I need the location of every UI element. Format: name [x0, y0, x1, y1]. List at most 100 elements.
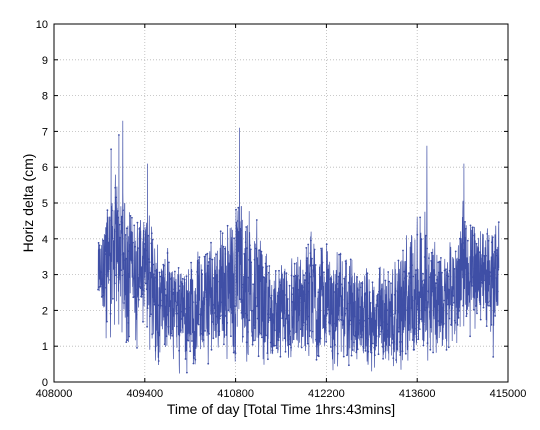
- data-point: [324, 319, 327, 322]
- data-point: [186, 371, 188, 374]
- data-point: [243, 253, 246, 255]
- data-point: [315, 358, 318, 361]
- data-point: [465, 227, 467, 230]
- data-point: [267, 358, 269, 361]
- data-point: [152, 273, 155, 276]
- data-point: [130, 258, 132, 261]
- data-point: [348, 364, 350, 367]
- data-point: [289, 338, 292, 340]
- data-point: [330, 313, 333, 315]
- data-point: [129, 215, 132, 217]
- data-point: [311, 330, 314, 333]
- data-point: [168, 293, 171, 295]
- data-point: [319, 293, 322, 296]
- data-point: [386, 333, 389, 336]
- data-point: [250, 261, 253, 264]
- data-point: [375, 344, 378, 347]
- data-point: [483, 255, 486, 257]
- data-point: [496, 249, 498, 251]
- data-point: [393, 293, 396, 296]
- data-point: [419, 296, 422, 299]
- data-point: [395, 359, 397, 361]
- data-point: [381, 345, 384, 348]
- data-point: [127, 286, 130, 289]
- data-point: [297, 275, 299, 277]
- data-point: [137, 247, 139, 250]
- data-point: [278, 291, 281, 293]
- data-point: [363, 306, 366, 308]
- data-point: [365, 273, 368, 276]
- data-point: [199, 333, 202, 335]
- data-point: [361, 329, 364, 332]
- data-point: [308, 282, 310, 284]
- data-point: [455, 276, 458, 278]
- data-point: [230, 308, 233, 311]
- data-point: [290, 274, 293, 277]
- data-point: [468, 282, 471, 284]
- data-point: [405, 272, 408, 275]
- data-point: [169, 300, 172, 302]
- data-point: [151, 238, 154, 241]
- y-tick-label: 4: [42, 234, 48, 246]
- data-point: [307, 315, 310, 318]
- data-point: [378, 267, 381, 270]
- data-point: [159, 275, 162, 278]
- data-point: [305, 247, 308, 249]
- data-point: [349, 258, 352, 261]
- data-point: [431, 290, 433, 293]
- data-point: [114, 196, 117, 199]
- data-point: [405, 275, 408, 277]
- data-point: [437, 261, 440, 264]
- data-point: [168, 261, 170, 264]
- data-point: [497, 268, 500, 271]
- data-point: [318, 308, 321, 311]
- data-point: [342, 355, 345, 358]
- data-point: [424, 309, 427, 312]
- data-point: [411, 339, 414, 341]
- data-point: [300, 346, 303, 349]
- data-point: [373, 346, 376, 349]
- data-point: [274, 270, 277, 272]
- y-tick-label: 10: [36, 19, 48, 31]
- data-point: [143, 243, 146, 245]
- data-point: [175, 312, 178, 315]
- data-point: [230, 335, 232, 338]
- data-point: [291, 293, 293, 296]
- data-point: [154, 270, 156, 272]
- data-point: [453, 319, 456, 322]
- data-point: [404, 352, 407, 355]
- data-point: [118, 236, 121, 239]
- data-point: [426, 247, 428, 250]
- data-point: [193, 357, 195, 359]
- data-point: [368, 315, 371, 317]
- data-point: [287, 314, 290, 317]
- data-point: [147, 278, 150, 280]
- data-point: [220, 286, 223, 289]
- data-point: [145, 249, 148, 252]
- data-point: [486, 233, 489, 235]
- data-point: [409, 266, 412, 269]
- data-point: [296, 278, 299, 281]
- data-point: [341, 323, 344, 326]
- data-point: [382, 357, 384, 360]
- data-point: [176, 301, 179, 304]
- data-point: [184, 358, 187, 360]
- data-point: [350, 354, 353, 357]
- data-point: [292, 275, 295, 278]
- x-tick-label: 409400: [126, 388, 163, 400]
- data-point: [140, 296, 143, 298]
- data-point: [472, 226, 474, 229]
- data-point: [366, 337, 368, 340]
- data-point: [304, 279, 306, 282]
- data-point: [130, 250, 133, 253]
- y-tick-label: 6: [42, 162, 48, 174]
- data-point: [278, 269, 280, 272]
- data-point: [298, 297, 301, 300]
- y-tick-label: 8: [42, 91, 48, 103]
- data-point: [445, 268, 447, 271]
- data-point: [352, 334, 355, 336]
- data-point: [360, 336, 363, 339]
- data-point: [460, 252, 463, 255]
- data-point: [178, 349, 181, 352]
- data-point: [298, 288, 300, 291]
